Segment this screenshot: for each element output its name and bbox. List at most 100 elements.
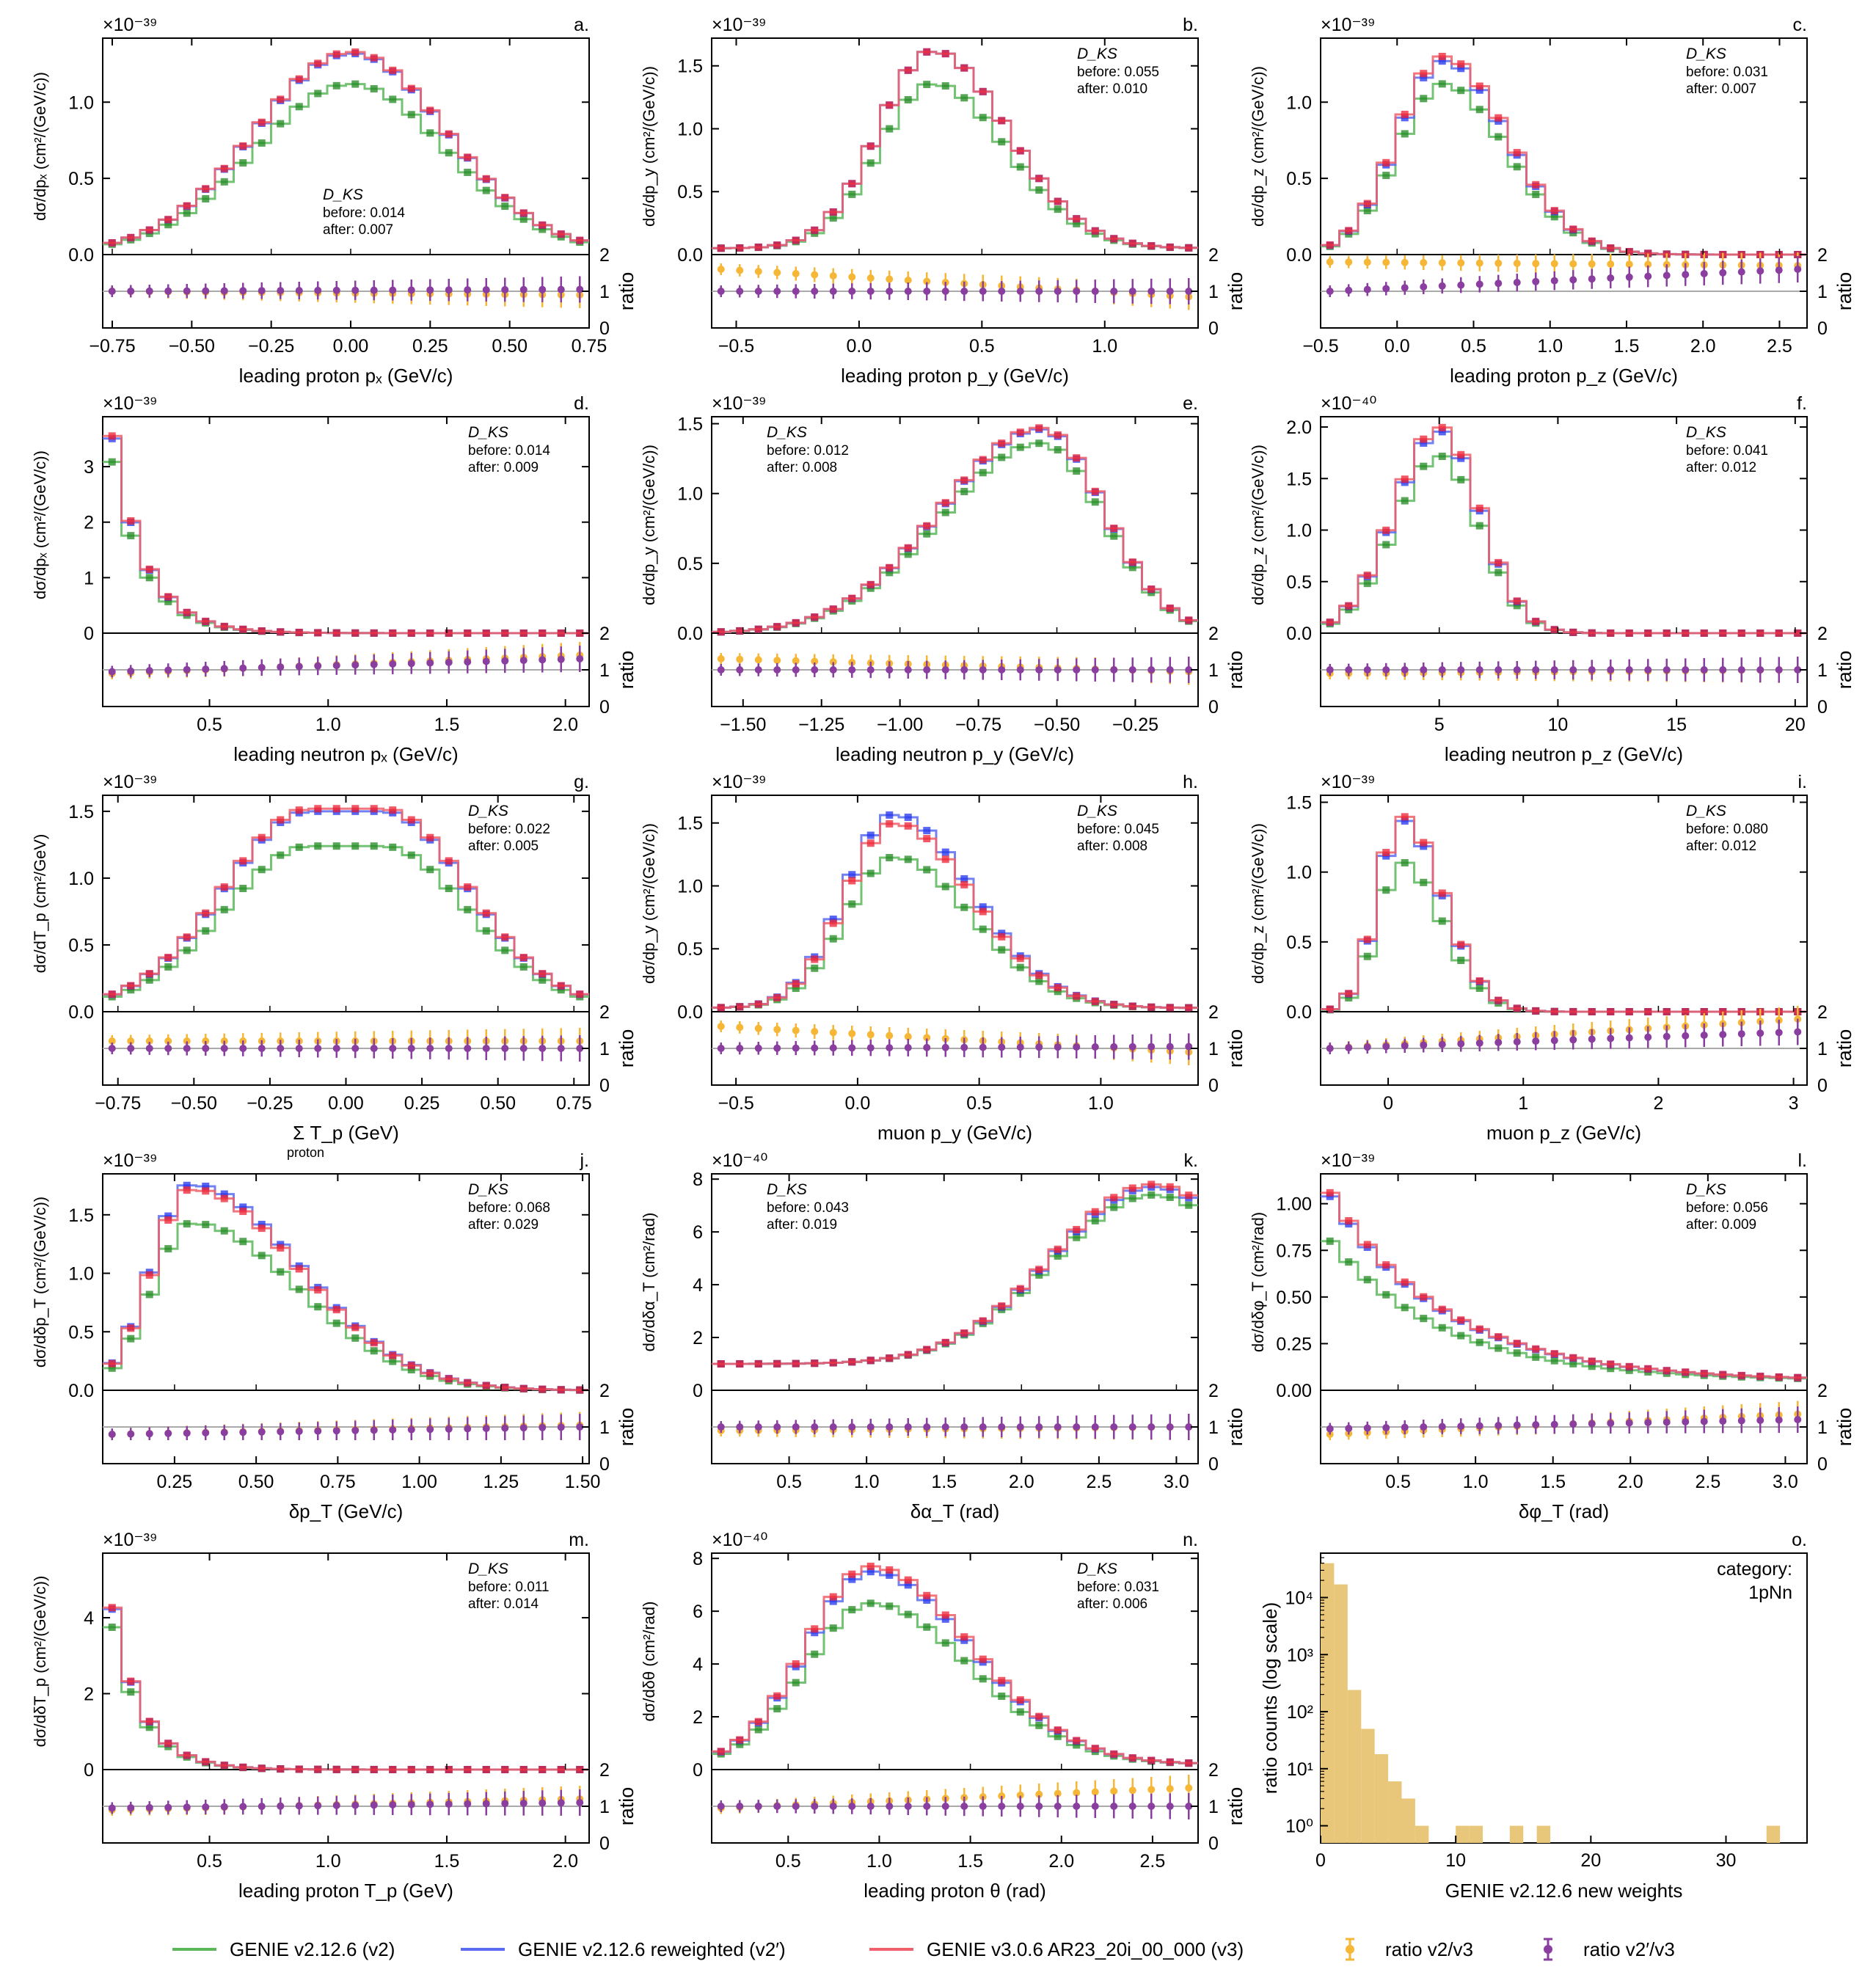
series-marker-v2	[1073, 1233, 1081, 1241]
series-marker-v2	[960, 903, 968, 911]
ratio-point-r2p	[1550, 1420, 1558, 1428]
ratio-point-r2	[1494, 259, 1503, 267]
series-marker-v3	[1532, 1007, 1540, 1015]
series-marker-v3	[482, 1765, 490, 1773]
ratio-point-r2	[736, 655, 744, 663]
ratio-point-r2p	[220, 1428, 228, 1436]
series-marker-v2	[277, 120, 285, 128]
series-line-v2	[1321, 861, 1807, 1013]
panel-m: 0 2 4 0 1 2 ratio 0.5 1.0 1.5 2.0 leading proton T_…	[31, 1530, 638, 1902]
series-marker-v3	[220, 1194, 228, 1202]
ratio-point-r2	[1550, 260, 1558, 268]
series-marker-v3	[183, 1751, 191, 1759]
ratio-point-r2p	[1494, 280, 1503, 288]
series-marker-v2p	[904, 813, 912, 821]
series-marker-v2	[1420, 1315, 1428, 1323]
x-tick-label: 1.5	[957, 1851, 983, 1872]
series-marker-v3	[717, 244, 725, 252]
ratio-point-r2	[1588, 260, 1596, 268]
ratio-tick-label: 1	[1208, 1797, 1219, 1817]
ratio-point-r2p	[1110, 1423, 1118, 1431]
series-marker-v3	[370, 54, 378, 62]
series-marker-v3	[314, 629, 322, 637]
series-marker-v2	[407, 1365, 415, 1373]
series-marker-v2	[1110, 1203, 1118, 1211]
ratio-point-r2p	[1035, 1043, 1043, 1051]
ratio-point-r2p	[164, 1803, 172, 1811]
series-marker-v3	[866, 1562, 875, 1570]
y-tick-label: 0.0	[677, 1002, 703, 1023]
series-marker-v3	[127, 1324, 135, 1332]
series-marker-v2	[792, 1679, 800, 1687]
ratio-point-r2p	[1054, 288, 1062, 295]
legend: GENIE v2.12.6 (v2) GENIE v2.12.6 reweigh…	[0, 1931, 1876, 1968]
ratio-point-r2p	[1401, 1423, 1409, 1431]
ratio-point-r2	[866, 1031, 875, 1039]
series-marker-v2	[904, 95, 912, 103]
series-marker-v2	[108, 1624, 116, 1632]
ratio-point-r2p	[539, 285, 547, 293]
series-marker-v3	[1035, 1712, 1043, 1720]
series-marker-v3	[1016, 1696, 1024, 1704]
y-tick-label: 0.0	[1286, 1002, 1312, 1023]
panel-label: l.	[1798, 1150, 1808, 1171]
series-marker-v3	[464, 1379, 472, 1387]
series-marker-v2	[1016, 963, 1024, 971]
x-tick-label: 1.0	[854, 1472, 880, 1492]
series-marker-v3	[464, 883, 472, 891]
ratio-point-r2p	[904, 1803, 912, 1810]
series-marker-v3	[923, 48, 931, 56]
ratio-point-r2p	[127, 1430, 135, 1438]
series-marker-v2	[1457, 475, 1465, 483]
series-marker-v3	[754, 1000, 762, 1008]
ratio-point-r2p	[1185, 1043, 1193, 1051]
series-marker-v3	[979, 456, 987, 464]
ratio-point-r2	[792, 657, 800, 665]
series-marker-v2	[277, 851, 285, 859]
y-tick-label: 0	[693, 1760, 703, 1781]
ratio-point-r2p	[407, 660, 415, 668]
series-marker-v3	[886, 819, 894, 828]
ratio-point-r2p	[258, 287, 266, 295]
series-marker-v3	[829, 1593, 837, 1601]
ratio-point-r2p	[1438, 1423, 1446, 1431]
series-marker-v3	[1682, 1368, 1690, 1376]
ks-before: before: 0.068	[468, 1200, 550, 1216]
ratio-point-r2p	[1682, 666, 1690, 673]
series-marker-v3	[717, 1748, 725, 1756]
series-marker-v2p	[960, 875, 968, 883]
ratio-point-r2p	[941, 288, 949, 295]
series-marker-v2p	[941, 848, 949, 856]
series-marker-v3	[1457, 450, 1465, 459]
series-marker-v3	[1091, 487, 1099, 495]
series-marker-v2p	[202, 1182, 210, 1190]
series-marker-v3	[1166, 604, 1174, 612]
y-tick-label: 2	[693, 1707, 703, 1728]
series-marker-v3	[539, 629, 547, 637]
x-tick-label: 2.0	[1618, 1472, 1643, 1492]
series-marker-v2	[202, 927, 210, 935]
ratio-point-r2p	[426, 1800, 434, 1808]
ks-after: after: 0.008	[767, 460, 837, 475]
ratio-point-r2	[1513, 260, 1521, 267]
ratio-point-r2p	[202, 1045, 210, 1052]
ks-title: D_KS	[1686, 424, 1726, 441]
series-marker-v3	[1644, 629, 1652, 637]
series-marker-v2p	[829, 1597, 837, 1605]
ratio-point-r2p	[389, 1426, 397, 1434]
series-marker-v2	[998, 946, 1006, 954]
ratio-point-r2p	[754, 666, 762, 673]
series-marker-v2	[941, 1639, 949, 1647]
series-marker-v3	[866, 839, 875, 847]
series-marker-v2	[1438, 80, 1446, 88]
series-marker-v3	[1625, 1008, 1633, 1015]
ratio-point-r2p	[351, 1045, 359, 1052]
series-marker-v3	[1147, 1180, 1156, 1189]
series-marker-v3	[108, 1604, 116, 1612]
ratio-point-r2p	[1756, 666, 1764, 673]
panel-o: 10⁰ 10¹ 10² 10³ 10⁴ 0 10 20 30 GENIE v2.12.6 new …	[1259, 1530, 1808, 1902]
ratio-point-r2p	[239, 1803, 247, 1811]
y-tick-label: 0	[84, 624, 94, 644]
